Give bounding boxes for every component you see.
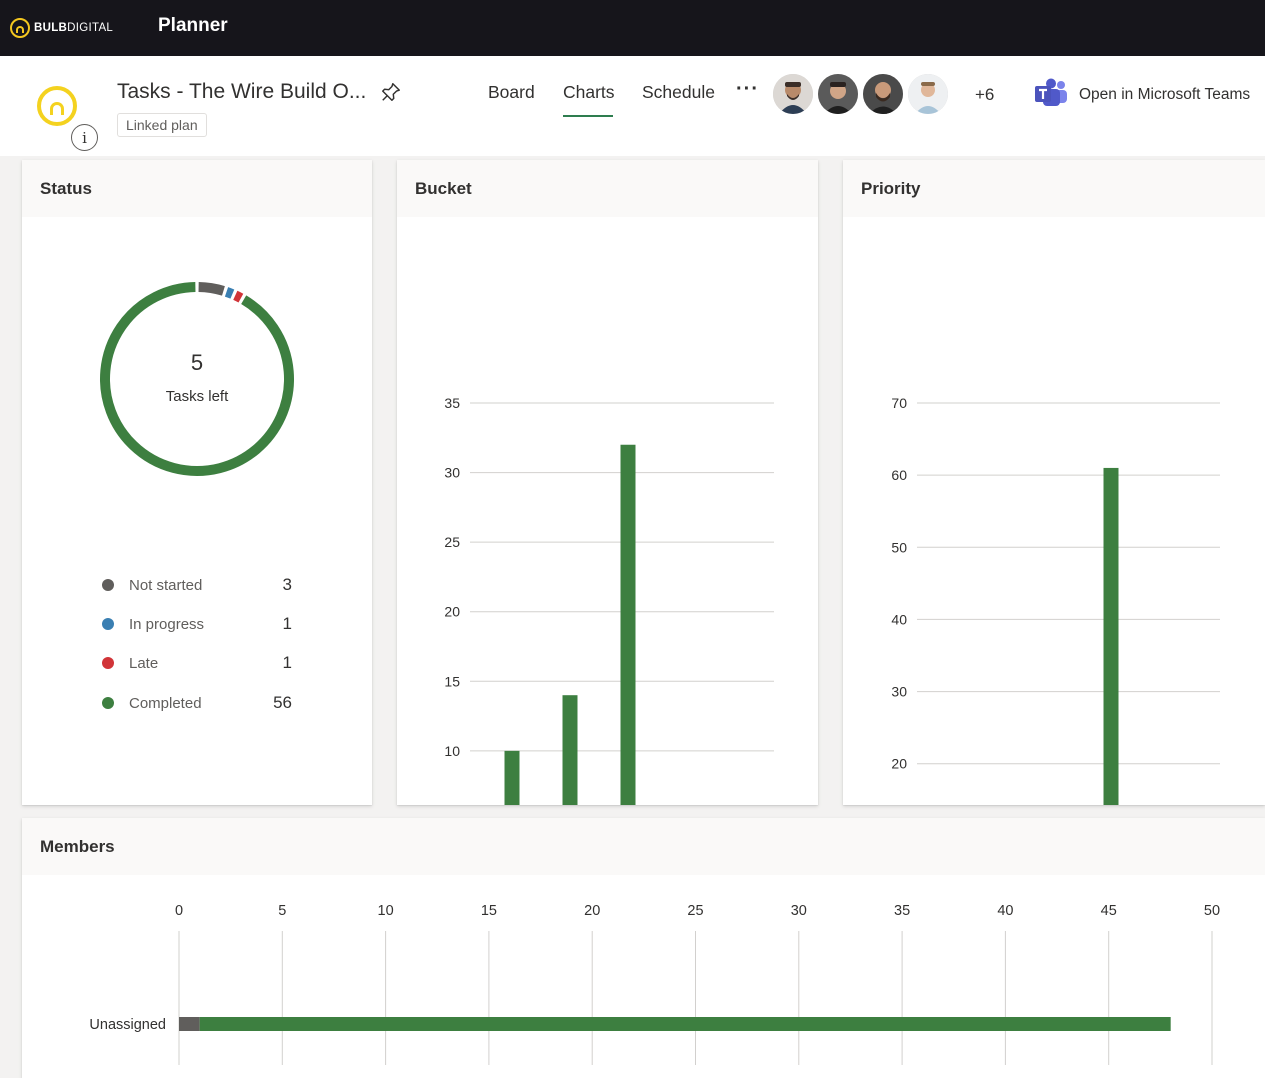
- top-bar: BULBDIGITAL Planner: [0, 0, 1265, 56]
- x-tick-label: 20: [584, 903, 600, 919]
- legend-label: In progress: [129, 615, 205, 633]
- bucket-card-title: Bucket: [397, 160, 818, 217]
- status-card-title: Status: [22, 160, 372, 217]
- tasks-left-count: 5: [191, 350, 203, 375]
- bar-medium-completed[interactable]: [1103, 467, 1119, 805]
- member-avatar[interactable]: [908, 74, 948, 114]
- tab-board[interactable]: Board: [488, 82, 535, 102]
- priority-bar-chart: 010203040506070UrgentImportantMediumLow: [891, 395, 1220, 805]
- legend-dot: [102, 579, 114, 591]
- priority-card: Priority 010203040506070UrgentImportantM…: [843, 160, 1265, 805]
- info-button[interactable]: i: [71, 124, 98, 151]
- member-avatar[interactable]: [773, 74, 813, 114]
- more-members-count[interactable]: +6: [975, 85, 995, 104]
- donut-slice-completed[interactable]: [100, 282, 294, 476]
- legend-item-completed[interactable]: Completed 56: [102, 692, 292, 714]
- bulb-logo-icon: [10, 18, 30, 38]
- legend-count: 1: [282, 614, 292, 633]
- y-tick-label: 40: [891, 611, 907, 627]
- active-tab-indicator: [563, 115, 613, 117]
- x-tick-label: 15: [481, 903, 497, 919]
- legend-item-late[interactable]: Late 1: [102, 652, 292, 674]
- bar-unassigned-not-started[interactable]: [179, 1017, 200, 1031]
- x-tick-label: 5: [278, 903, 286, 919]
- bucket-bar-chart: 05101520253035BacklogOn DeckIn progressD…: [444, 395, 774, 805]
- bar-unassigned-completed[interactable]: [199, 1017, 1171, 1031]
- app-title[interactable]: Planner: [158, 15, 228, 36]
- bar-in-progress-completed[interactable]: [620, 444, 636, 805]
- y-tick-label: 60: [891, 467, 907, 483]
- microsoft-teams-icon[interactable]: [1034, 78, 1068, 108]
- x-tick-label: 25: [687, 903, 703, 919]
- bar-backlog-completed[interactable]: [504, 750, 520, 805]
- linked-plan-badge: Linked plan: [117, 113, 207, 137]
- member-avatar[interactable]: [818, 74, 858, 114]
- plan-title: Tasks - The Wire Build O...: [117, 80, 367, 103]
- legend-dot: [102, 657, 114, 669]
- tab-charts[interactable]: Charts: [563, 82, 615, 102]
- legend-label: Not started: [129, 576, 203, 594]
- y-tick-label: 20: [444, 604, 460, 620]
- y-tick-label: 70: [891, 395, 907, 411]
- brand-logo-link[interactable]: BULBDIGITAL: [10, 18, 113, 38]
- x-tick-label: 45: [1101, 903, 1117, 919]
- more-options-button[interactable]: ···: [736, 78, 759, 100]
- x-tick-label: 35: [894, 903, 910, 919]
- legend-dot: [102, 697, 114, 709]
- y-tick-label: 30: [444, 465, 460, 481]
- x-tick-label: 10: [378, 903, 394, 919]
- x-tick-label: 30: [791, 903, 807, 919]
- plan-header: i Tasks - The Wire Build O... Linked pla…: [0, 56, 1265, 156]
- legend-count: 1: [282, 653, 292, 672]
- tasks-left-label: Tasks left: [166, 388, 229, 405]
- legend-item-not-started[interactable]: Not started 3: [102, 574, 292, 596]
- status-card: Status 5 Tasks left Not started 3 In progre…: [22, 160, 372, 805]
- y-tick-label: 20: [891, 756, 907, 772]
- pin-icon[interactable]: [380, 81, 402, 103]
- plan-logo-icon: [37, 86, 77, 126]
- x-tick-label: 50: [1204, 903, 1220, 919]
- members-bar-chart: 0 5 10 15 20 25 30 35 40 45 50 Unassigned: [89, 903, 1220, 1065]
- donut-slice-not-started[interactable]: [198, 282, 225, 296]
- y-tick-label: 15: [444, 673, 460, 689]
- y-tick-label: 50: [891, 539, 907, 555]
- donut-slice-late[interactable]: [233, 290, 244, 303]
- legend-label: Completed: [129, 694, 202, 712]
- members-card: Members 0 5 10 15 20 25 30 35 40 45 50 Unassigned: [22, 818, 1265, 1078]
- members-card-title: Members: [22, 818, 1265, 875]
- y-tick-label: 35: [444, 395, 460, 411]
- brand-name: BULBDIGITAL: [34, 22, 114, 34]
- y-tick-label: 25: [444, 534, 460, 550]
- y-tick-label: 10: [444, 743, 460, 759]
- legend-count: 56: [273, 693, 292, 712]
- bucket-card: Bucket 05101520253035BacklogOn DeckIn pr…: [397, 160, 818, 805]
- y-tick-label: Unassigned: [89, 1017, 166, 1033]
- y-tick-label: 30: [891, 684, 907, 700]
- legend-count: 3: [282, 575, 292, 594]
- priority-card-title: Priority: [843, 160, 1265, 217]
- open-in-teams-link[interactable]: Open in Microsoft Teams: [1079, 86, 1251, 103]
- legend-dot: [102, 618, 114, 630]
- tab-schedule[interactable]: Schedule: [642, 82, 715, 102]
- status-donut-chart: 5 Tasks left: [100, 282, 294, 476]
- bar-on-deck-completed[interactable]: [562, 695, 578, 805]
- member-avatar[interactable]: [863, 74, 903, 114]
- legend-label: Late: [129, 654, 159, 672]
- donut-slice-in-progress[interactable]: [224, 287, 235, 299]
- x-tick-label: 0: [175, 903, 183, 919]
- legend-item-in-progress[interactable]: In progress 1: [102, 613, 292, 635]
- x-tick-label: 40: [997, 903, 1013, 919]
